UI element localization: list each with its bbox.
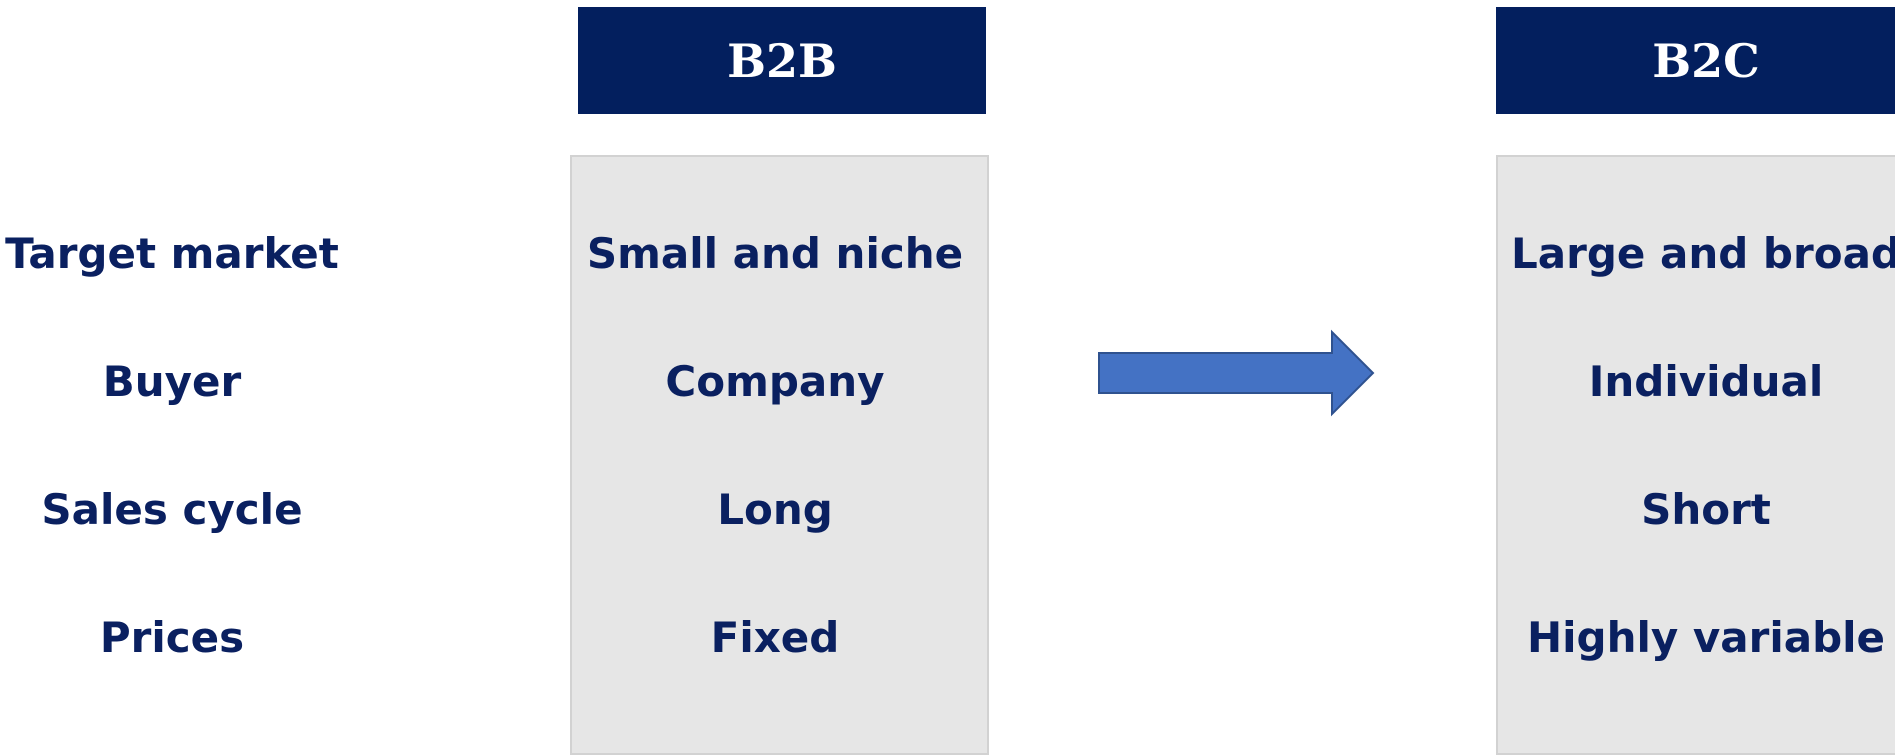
column-header: B2C [1496,7,1895,114]
cell-value: Company [665,357,885,406]
cell-value: Short [1641,485,1771,534]
row-label: Prices [99,613,245,662]
cell-value: Small and niche [586,229,964,278]
column-panel [1496,155,1895,755]
arrow-shape [1098,329,1375,417]
row-label: Buyer [102,357,242,406]
row-label: Sales cycle [41,485,303,534]
column-header: B2B [578,7,986,114]
cell-value: Individual [1588,357,1824,406]
cell-value: Long [717,485,833,534]
cell-value: Large and broad [1511,229,1895,278]
column-panel [570,155,989,755]
cell-value: Highly variable [1526,613,1886,662]
arrow [1098,329,1375,417]
row-label: Target market [5,229,339,278]
cell-value: Fixed [710,613,840,662]
